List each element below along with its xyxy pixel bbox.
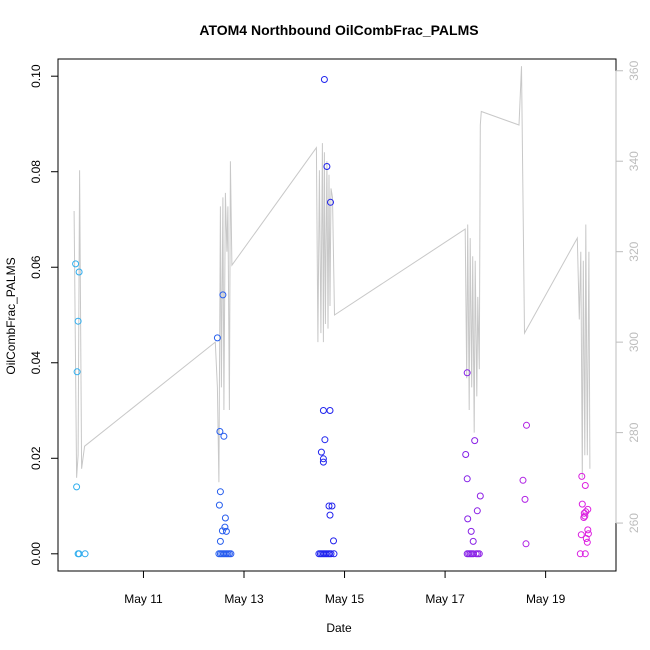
x-tick-label: May 11 (124, 592, 163, 606)
data-point (469, 537, 477, 545)
secondary-series-line (73, 66, 591, 483)
chart-title: ATOM4 Northbound OilCombFrac_PALMS (199, 22, 478, 38)
data-point (581, 482, 589, 489)
data-point (221, 514, 229, 522)
data-point (583, 538, 591, 546)
data-point (330, 550, 338, 558)
y-axis-label: OilCombFrac_PALMS (4, 257, 18, 374)
data-point (319, 458, 327, 466)
data-point (319, 455, 327, 463)
data-point (326, 511, 334, 519)
x-tick-label: May 17 (425, 592, 465, 606)
y-tick-label: 0.10 (29, 64, 43, 88)
data-point (327, 198, 334, 206)
data-point (216, 537, 224, 545)
y-tick-label: 0.02 (29, 446, 43, 470)
y2-tick-label: 320 (627, 241, 641, 261)
data-point (81, 550, 89, 558)
data-point (463, 475, 471, 483)
data-point (580, 514, 588, 521)
data-point (578, 500, 586, 508)
data-point (476, 492, 484, 500)
x-tick-label: May 15 (325, 592, 365, 606)
x-axis-label: Date (326, 621, 352, 635)
data-point (330, 537, 337, 545)
data-point (72, 260, 80, 268)
data-point (522, 540, 530, 548)
data-point (216, 488, 224, 496)
data-point (467, 527, 475, 535)
data-point (584, 526, 592, 534)
data-point (320, 76, 328, 83)
data-point (464, 515, 472, 523)
x-tick-label: May 13 (224, 592, 264, 606)
data-point (519, 476, 527, 484)
data-point (582, 535, 590, 542)
data-point (319, 407, 327, 414)
data-point (317, 448, 325, 456)
data-point (521, 495, 529, 503)
data-point (216, 428, 224, 435)
data-point (328, 502, 336, 510)
data-point (219, 291, 227, 299)
data-point (73, 483, 81, 491)
data-point (580, 509, 588, 517)
secondary-series-line-group (73, 66, 591, 483)
data-point (581, 550, 589, 558)
data-point (576, 550, 584, 558)
data-point (473, 507, 481, 515)
data-point (326, 407, 334, 414)
y2-tick-label: 260 (627, 513, 641, 533)
y2-tick-label: 300 (627, 332, 641, 352)
data-point (227, 550, 235, 558)
data-point (463, 369, 471, 377)
y2-tick-label: 340 (627, 151, 641, 171)
data-point (523, 421, 530, 429)
data-point (220, 432, 228, 440)
data-point (325, 502, 333, 510)
data-point (462, 451, 470, 458)
y-tick-label: 0.04 (29, 351, 43, 375)
data-point (327, 550, 335, 558)
data-point (222, 527, 230, 535)
y-tick-label: 0.06 (29, 255, 43, 279)
y-tick-label: 0.08 (29, 160, 43, 184)
data-point (218, 527, 226, 535)
data-point (577, 531, 585, 539)
scatter-points-group (72, 76, 592, 558)
plot-frame (57, 58, 617, 572)
y2-tick-label: 280 (627, 422, 641, 442)
data-point (578, 472, 586, 480)
data-point (321, 436, 329, 444)
data-point (581, 512, 589, 520)
data-point (475, 550, 483, 558)
data-point (75, 268, 83, 276)
x-tick-label: May 19 (526, 592, 566, 606)
data-point (215, 501, 223, 509)
data-point (471, 437, 479, 445)
data-point (323, 163, 331, 170)
y-tick-label: 0.00 (29, 542, 43, 566)
y2-tick-label: 360 (627, 60, 641, 80)
data-point (74, 317, 82, 325)
data-point (73, 368, 81, 376)
axes-group: May 11 May 13 May 15 May 17 May 19 0.00 0.02 0.… (29, 60, 641, 606)
data-point (213, 334, 221, 342)
